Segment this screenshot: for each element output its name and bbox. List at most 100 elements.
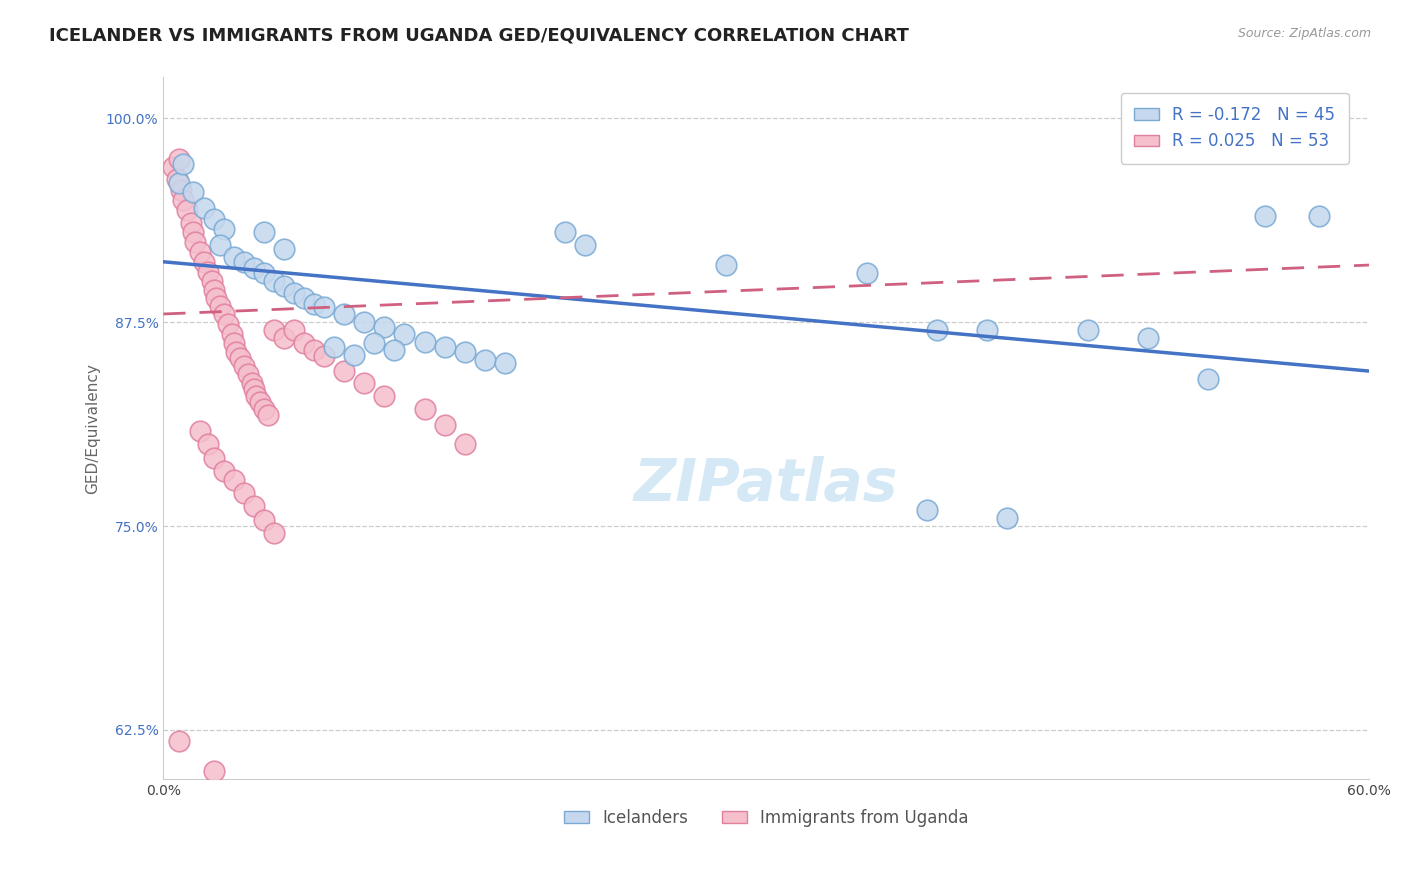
Point <box>180 216 202 230</box>
Point <box>413 401 436 416</box>
Point <box>176 202 198 217</box>
Point <box>494 356 516 370</box>
Point <box>221 326 243 341</box>
Point <box>353 376 375 390</box>
Point <box>202 212 225 227</box>
Point <box>333 307 356 321</box>
Point <box>995 511 1018 525</box>
Point <box>228 351 250 365</box>
Point <box>1137 331 1160 345</box>
Point <box>433 417 456 432</box>
Point <box>373 320 395 334</box>
Text: Source: ZipAtlas.com: Source: ZipAtlas.com <box>1237 27 1371 40</box>
Point <box>574 238 596 252</box>
Point <box>202 450 225 465</box>
Point <box>273 279 295 293</box>
Point <box>172 157 194 171</box>
Point <box>273 242 295 256</box>
Point <box>976 323 998 337</box>
Point <box>283 323 305 337</box>
Point <box>202 283 225 297</box>
Point <box>263 274 285 288</box>
Point <box>242 382 264 396</box>
Point <box>855 266 877 280</box>
Point <box>197 264 219 278</box>
Point <box>183 226 205 240</box>
Point <box>169 734 191 748</box>
Point <box>292 291 315 305</box>
Point <box>193 254 215 268</box>
Point <box>232 254 254 268</box>
Point <box>212 222 235 236</box>
Point <box>454 437 477 451</box>
Point <box>253 512 276 526</box>
Point <box>200 274 222 288</box>
Point <box>363 336 385 351</box>
Point <box>242 261 264 276</box>
Point <box>253 266 276 280</box>
Point <box>283 285 305 300</box>
Point <box>184 235 207 250</box>
Point <box>208 299 231 313</box>
Point <box>714 258 737 272</box>
Point <box>413 334 436 349</box>
Point <box>253 226 276 240</box>
Point <box>197 437 219 451</box>
Point <box>188 245 211 260</box>
Point <box>188 425 211 439</box>
Point <box>253 401 276 416</box>
Point <box>302 297 325 311</box>
Point <box>1308 209 1330 223</box>
Point <box>333 364 356 378</box>
Point <box>232 359 254 374</box>
Point <box>314 301 336 315</box>
Point <box>394 326 416 341</box>
Point <box>263 525 285 540</box>
Point <box>162 160 184 174</box>
Point <box>232 486 254 500</box>
Point <box>222 250 245 264</box>
Point <box>169 177 191 191</box>
Point <box>925 323 948 337</box>
Point <box>302 343 325 357</box>
Point <box>1197 372 1219 386</box>
Text: ICELANDER VS IMMIGRANTS FROM UGANDA GED/EQUIVALENCY CORRELATION CHART: ICELANDER VS IMMIGRANTS FROM UGANDA GED/… <box>49 27 910 45</box>
Point <box>263 323 285 337</box>
Y-axis label: GED/Equivalency: GED/Equivalency <box>86 363 100 493</box>
Point <box>273 331 295 345</box>
Point <box>172 193 194 207</box>
Point <box>212 464 235 478</box>
Point <box>202 764 225 778</box>
Point <box>292 336 315 351</box>
Point <box>373 388 395 402</box>
Point <box>1077 323 1099 337</box>
Point <box>236 368 259 382</box>
Point <box>217 317 239 331</box>
Legend: Icelanders, Immigrants from Uganda: Icelanders, Immigrants from Uganda <box>557 803 974 834</box>
Point <box>554 226 576 240</box>
Point <box>1253 209 1275 223</box>
Point <box>225 344 247 359</box>
Point <box>323 340 346 354</box>
Point <box>454 344 477 359</box>
Point <box>208 238 231 252</box>
Point <box>222 336 245 351</box>
Point <box>384 343 406 357</box>
Point <box>240 376 263 390</box>
Point <box>222 474 245 488</box>
Point <box>353 315 375 329</box>
Text: ZIPatlas: ZIPatlas <box>634 456 898 513</box>
Point <box>170 183 193 197</box>
Point <box>245 388 267 402</box>
Point <box>166 171 188 186</box>
Point <box>343 348 366 362</box>
Point <box>242 500 264 514</box>
Point <box>249 395 271 409</box>
Point <box>183 185 205 199</box>
Point <box>915 502 938 516</box>
Point <box>169 152 191 166</box>
Point <box>314 350 336 364</box>
Point <box>474 352 496 367</box>
Point <box>433 340 456 354</box>
Point <box>256 408 278 422</box>
